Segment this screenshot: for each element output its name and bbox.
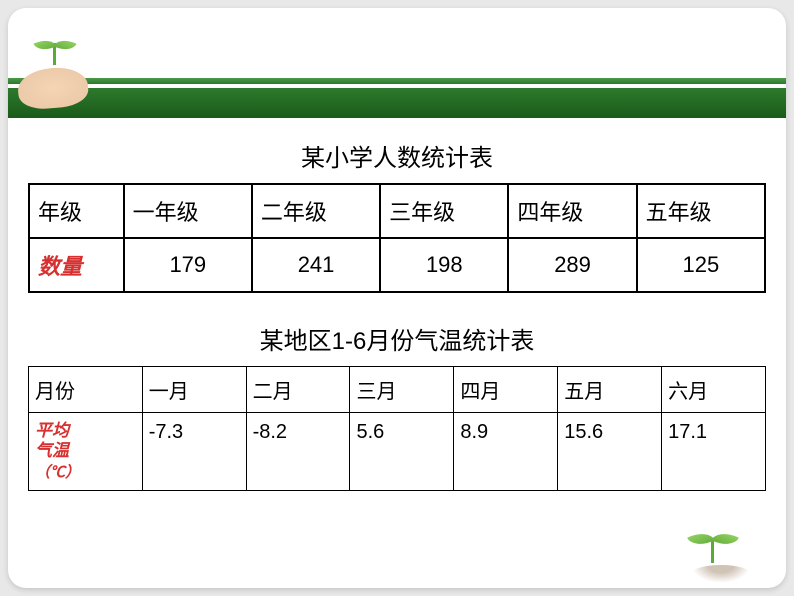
- table2-value: -7.3: [142, 413, 246, 491]
- table1-col-header: 五年级: [637, 184, 765, 238]
- table1-col-header: 二年级: [252, 184, 380, 238]
- table-row: 平均气温 （℃） -7.3 -8.2 5.6 8.9 15.6 17.1: [29, 413, 766, 491]
- table2-col-header: 二月: [246, 367, 350, 413]
- table2-col-header: 四月: [454, 367, 558, 413]
- table1-value: 289: [508, 238, 636, 292]
- table2-temperature: 月份 一月 二月 三月 四月 五月 六月 平均气温 （℃） -7.3 -8.2 5…: [28, 366, 766, 491]
- table-row: 月份 一月 二月 三月 四月 五月 六月: [29, 367, 766, 413]
- table2-value: 15.6: [558, 413, 662, 491]
- table1-col-header: 三年级: [380, 184, 508, 238]
- table2-col-header: 三月: [350, 367, 454, 413]
- header-decoration: [8, 56, 786, 118]
- table2-col-header: 五月: [558, 367, 662, 413]
- table2-col-header: 一月: [142, 367, 246, 413]
- plant-icon: [18, 38, 108, 108]
- header-bar-thick: [8, 88, 786, 118]
- table-row: 数量 179 241 198 289 125: [29, 238, 765, 292]
- table2-label-text: 平均气温: [35, 421, 69, 460]
- table1-value: 125: [637, 238, 765, 292]
- table1-data-label: 数量: [29, 238, 124, 292]
- table2-data-label: 平均气温 （℃）: [29, 413, 143, 491]
- table2-value: 5.6: [350, 413, 454, 491]
- table1-value: 241: [252, 238, 380, 292]
- table1-col-header: 四年级: [508, 184, 636, 238]
- table2-title: 某地区1-6月份气温统计表: [28, 321, 766, 356]
- table2-col-header: 六月: [662, 367, 766, 413]
- table2-value: 8.9: [454, 413, 558, 491]
- table-row: 年级 一年级 二年级 三年级 四年级 五年级: [29, 184, 765, 238]
- slide-container: 某小学人数统计表 年级 一年级 二年级 三年级 四年级 五年级 数量 179 2…: [8, 8, 786, 588]
- table1-col-header: 一年级: [124, 184, 252, 238]
- content-area: 某小学人数统计表 年级 一年级 二年级 三年级 四年级 五年级 数量 179 2…: [28, 138, 766, 519]
- table2-value: 17.1: [662, 413, 766, 491]
- bottom-plant-icon: [681, 523, 761, 583]
- table1-row-header: 年级: [29, 184, 124, 238]
- table2-row-header: 月份: [29, 367, 143, 413]
- table2-value: -8.2: [246, 413, 350, 491]
- table1-student-counts: 年级 一年级 二年级 三年级 四年级 五年级 数量 179 241 198 28…: [28, 183, 766, 293]
- header-bar-thin: [8, 78, 786, 84]
- table1-title: 某小学人数统计表: [28, 138, 766, 173]
- table1-value: 179: [124, 238, 252, 292]
- table2-label-unit: （℃）: [35, 464, 80, 481]
- table1-value: 198: [380, 238, 508, 292]
